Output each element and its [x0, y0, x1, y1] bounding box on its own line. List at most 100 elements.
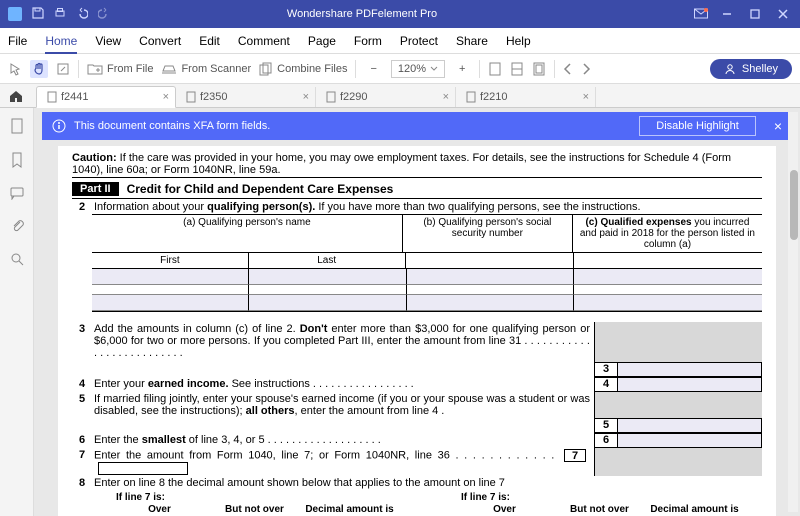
dt-h-over: Over	[457, 503, 552, 516]
line-5-text: If married filing jointly, enter your sp…	[92, 392, 594, 418]
menu-file[interactable]: File	[8, 34, 27, 48]
grid-row-2[interactable]	[92, 295, 762, 311]
line-2-num: 2	[72, 200, 92, 214]
home-icon[interactable]	[8, 88, 24, 104]
fit-width-icon[interactable]	[510, 62, 524, 76]
line-5-num: 5	[72, 392, 92, 418]
menu-comment[interactable]: Comment	[238, 34, 290, 48]
edit-tool-icon[interactable]	[56, 62, 70, 76]
dt-title-right: If line 7 is:	[457, 492, 742, 503]
tabbar: f2441 × f2350 × f2290 × f2210 ×	[0, 84, 800, 108]
minimize-button[interactable]	[718, 5, 736, 23]
from-scanner-button[interactable]: From Scanner	[161, 63, 251, 75]
select-tool-icon[interactable]	[8, 62, 22, 76]
menu-form[interactable]: Form	[354, 34, 382, 48]
tab-close-icon[interactable]: ×	[163, 91, 169, 103]
dt-h-butnot: But not over	[207, 503, 302, 516]
user-name: Shelley	[742, 63, 778, 75]
zoom-out-button[interactable]: −	[364, 63, 382, 75]
fit-page-icon[interactable]	[488, 62, 502, 76]
menu-edit[interactable]: Edit	[199, 34, 220, 48]
print-icon[interactable]	[54, 7, 66, 21]
box-5-input[interactable]	[618, 418, 762, 433]
file-icon	[466, 91, 476, 103]
part-label: Part II	[72, 182, 119, 196]
line-2-text: Information about your qualifying person…	[92, 200, 762, 214]
user-icon	[724, 63, 736, 75]
thumbnails-icon[interactable]	[10, 118, 24, 134]
line-8-num: 8	[72, 476, 92, 490]
banner-text: This document contains XFA form fields.	[74, 120, 270, 132]
menu-view[interactable]: View	[95, 34, 121, 48]
save-icon[interactable]	[32, 7, 44, 21]
tab-close-icon[interactable]: ×	[443, 91, 449, 103]
part-title: Credit for Child and Dependent Care Expe…	[127, 182, 394, 196]
from-scanner-label: From Scanner	[181, 63, 251, 75]
tab-f2441[interactable]: f2441 ×	[36, 86, 176, 108]
box-3-label: 3	[594, 362, 618, 377]
info-icon	[52, 119, 66, 133]
mail-icon[interactable]	[694, 8, 708, 20]
file-icon	[186, 91, 196, 103]
disable-highlight-button[interactable]: Disable Highlight	[639, 116, 756, 136]
line-7-text: Enter the amount from Form 1040, line 7;…	[92, 448, 594, 476]
actual-size-icon[interactable]	[532, 62, 546, 76]
combine-files-button[interactable]: Combine Files	[259, 62, 347, 76]
box-6-label: 6	[594, 433, 618, 448]
col-last: Last	[249, 253, 406, 268]
scrollbar-thumb[interactable]	[790, 170, 798, 240]
decimal-lookup-table: If line 7 is: Over But not over Decimal …	[72, 492, 762, 516]
prev-page-icon[interactable]	[563, 63, 573, 75]
menu-page[interactable]: Page	[308, 34, 336, 48]
comments-icon[interactable]	[10, 186, 24, 200]
dt-h-over: Over	[112, 503, 207, 516]
col-c-header: (c) Qualified expenses you incurred and …	[573, 215, 762, 252]
box-3-input[interactable]	[618, 362, 762, 377]
hand-tool-icon[interactable]	[30, 60, 48, 78]
tab-label: f2290	[340, 91, 368, 103]
tab-close-icon[interactable]: ×	[303, 91, 309, 103]
close-button[interactable]	[774, 5, 792, 23]
box-6-input[interactable]	[618, 433, 762, 448]
col-b-header: (b) Qualifying person's social security …	[403, 215, 573, 252]
dt-title-left: If line 7 is:	[112, 492, 397, 503]
undo-icon[interactable]	[76, 7, 88, 21]
zoom-in-button[interactable]: +	[453, 63, 471, 75]
menu-share[interactable]: Share	[456, 34, 488, 48]
titlebar: Wondershare PDFelement Pro	[0, 0, 800, 28]
tab-f2350[interactable]: f2350 ×	[176, 87, 316, 107]
from-file-label: From File	[107, 63, 153, 75]
zoom-level[interactable]: 120%	[391, 60, 445, 78]
tab-close-icon[interactable]: ×	[583, 91, 589, 103]
banner-close-icon[interactable]: ×	[774, 118, 782, 134]
box-5-label: 5	[594, 418, 618, 433]
attachments-icon[interactable]	[10, 218, 24, 234]
redo-icon[interactable]	[98, 7, 110, 21]
from-file-button[interactable]: From File	[87, 62, 153, 76]
col-first: First	[92, 253, 249, 268]
user-button[interactable]: Shelley	[710, 59, 792, 79]
line-7-num: 7	[72, 448, 92, 476]
menu-protect[interactable]: Protect	[400, 34, 438, 48]
combine-files-label: Combine Files	[277, 63, 347, 75]
grid-row-1[interactable]	[92, 269, 762, 285]
document-pane: This document contains XFA form fields. …	[34, 108, 800, 516]
menu-home[interactable]: Home	[45, 34, 77, 54]
tab-f2290[interactable]: f2290 ×	[316, 87, 456, 107]
tab-f2210[interactable]: f2210 ×	[456, 87, 596, 107]
grid-row-sep	[92, 285, 762, 295]
bookmarks-icon[interactable]	[10, 152, 24, 168]
file-icon	[326, 91, 336, 103]
next-page-icon[interactable]	[581, 63, 591, 75]
maximize-button[interactable]	[746, 5, 764, 23]
box-4-input[interactable]	[618, 377, 762, 392]
line-7-mini-input[interactable]	[98, 462, 188, 475]
dt-h-butnot: But not over	[552, 503, 647, 516]
menubar: File Home View Convert Edit Comment Page…	[0, 28, 800, 54]
menu-help[interactable]: Help	[506, 34, 531, 48]
dt-h-decimal: Decimal amount is	[647, 503, 742, 516]
menu-convert[interactable]: Convert	[139, 34, 181, 48]
search-icon[interactable]	[10, 252, 24, 266]
qualifying-persons-grid: (a) Qualifying person's name (b) Qualify…	[92, 214, 762, 312]
line-8-text: Enter on line 8 the decimal amount shown…	[92, 476, 762, 490]
